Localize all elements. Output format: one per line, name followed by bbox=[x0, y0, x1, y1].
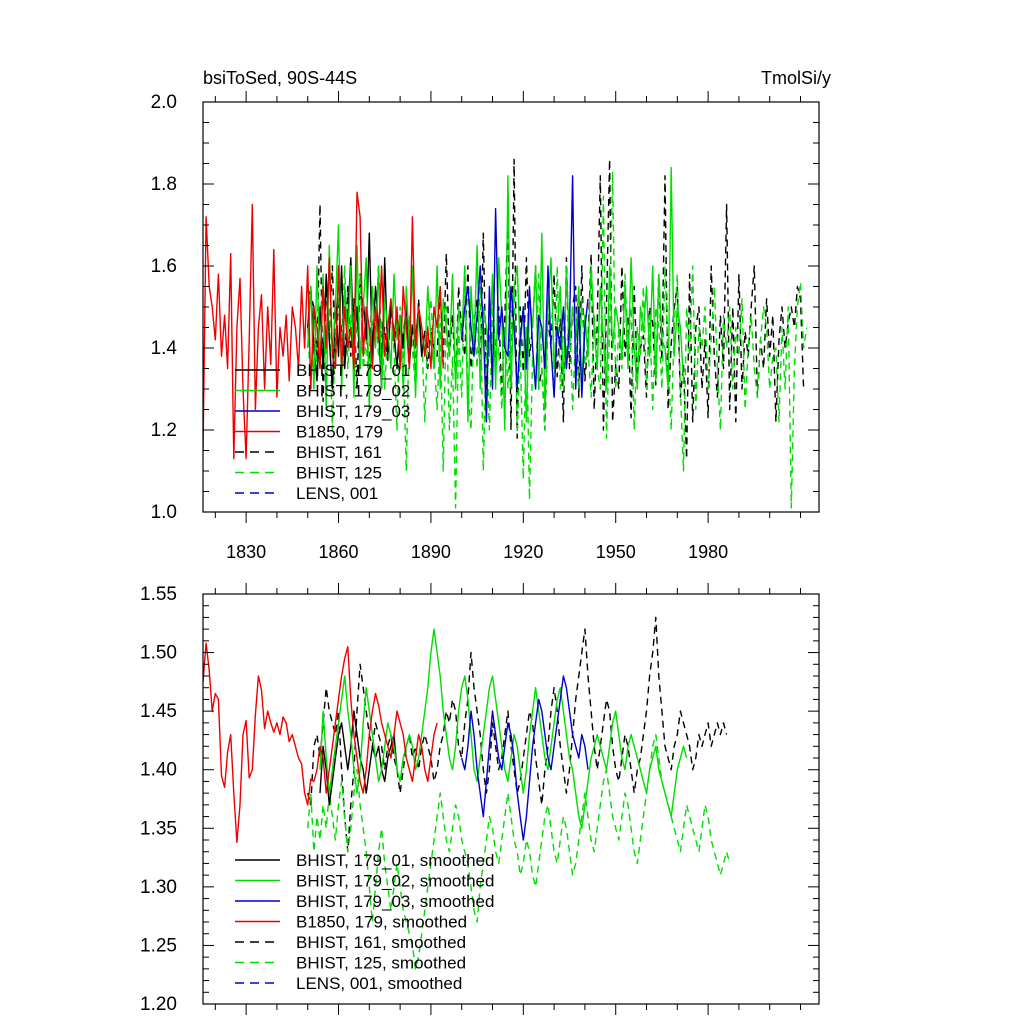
bottom-plot-frame bbox=[202, 593, 820, 1005]
top-ticks-group: 1830 1860 1890 1920 1950 1980 1.0 1.2 1.4 1.6 1.8 2… bbox=[151, 91, 819, 562]
top-series-b1850-179 bbox=[203, 191, 444, 460]
top-y-tick-label: 1.2 bbox=[151, 420, 177, 441]
bottom-y-tick-label: 1.40 bbox=[140, 760, 177, 781]
bottom-legend-label: BHIST, 161, smoothed bbox=[296, 933, 466, 952]
bottom-series-bhist-179-01-smoothed bbox=[319, 710, 398, 806]
top-series-bhist-179-03 bbox=[461, 175, 589, 423]
bottom-legend-label: BHIST, 179_01, smoothed bbox=[296, 851, 494, 870]
top-x-tick-label: 1950 bbox=[596, 542, 636, 562]
top-y-tick-label: 1.0 bbox=[151, 502, 177, 523]
top-x-tick-label: 1890 bbox=[411, 542, 451, 562]
bottom-series-bhist-179-03-smoothed bbox=[461, 675, 589, 841]
top-x-tick-label: 1860 bbox=[318, 542, 358, 562]
top-y-tick-label: 1.6 bbox=[151, 256, 177, 277]
top-x-tick-label: 1980 bbox=[688, 542, 728, 562]
top-title-right: TmolSi/y bbox=[761, 68, 831, 88]
bottom-series-bhist-161-smoothed bbox=[307, 616, 728, 853]
top-title-left: bsiToSed, 90S-44S bbox=[203, 68, 357, 88]
top-legend-label: BHIST, 179_02 bbox=[296, 382, 410, 401]
bottom-ticks-group: 1.20 1.25 1.30 1.35 1.40 1.45 1.50 1.55 bbox=[140, 583, 819, 1015]
bottom-legend-label: BHIST, 179_03, smoothed bbox=[296, 892, 494, 911]
bottom-series-b1850-179-smoothed bbox=[203, 642, 438, 843]
bottom-legend-label: B1850, 179, smoothed bbox=[296, 913, 467, 932]
bottom-y-tick-label: 1.25 bbox=[140, 935, 177, 956]
bottom-panel: 1.20 1.25 1.30 1.35 1.40 1.45 1.50 1.55 BHIST, … bbox=[140, 583, 820, 1015]
bottom-y-tick-label: 1.20 bbox=[140, 994, 177, 1015]
top-y-tick-label: 1.8 bbox=[151, 174, 177, 195]
bottom-y-tick-label: 1.55 bbox=[140, 584, 177, 605]
bottom-y-tick-label: 1.30 bbox=[140, 877, 177, 898]
bottom-y-tick-label: 1.35 bbox=[140, 818, 177, 839]
top-series-group bbox=[203, 158, 808, 509]
bottom-legend-label: BHIST, 179_02, smoothed bbox=[296, 872, 494, 891]
top-legend-label: BHIST, 179_01 bbox=[296, 361, 410, 380]
top-plot-frame bbox=[202, 101, 820, 513]
bottom-y-tick-label: 1.45 bbox=[140, 701, 177, 722]
bottom-legend: BHIST, 179_01, smoothed BHIST, 179_02, sm… bbox=[235, 851, 494, 993]
top-y-tick-label: 1.4 bbox=[151, 338, 178, 359]
bottom-legend-label: BHIST, 125, smoothed bbox=[296, 954, 466, 973]
top-legend-label: BHIST, 161 bbox=[296, 443, 382, 462]
top-x-tick-label: 1830 bbox=[226, 542, 266, 562]
top-panel: bsiToSed, 90S-44S TmolSi/y 1830 1860 1890 1… bbox=[151, 68, 831, 562]
top-x-tick-label: 1920 bbox=[503, 542, 543, 562]
bottom-series-bhist-125-smoothed bbox=[307, 733, 731, 970]
top-legend-label: B1850, 179 bbox=[296, 423, 383, 442]
top-legend-label: LENS, 001 bbox=[296, 484, 378, 503]
top-series-bhist-179-02 bbox=[307, 166, 685, 431]
top-legend-label: BHIST, 125 bbox=[296, 464, 382, 483]
top-legend-label: BHIST, 179_03 bbox=[296, 402, 410, 421]
bottom-y-tick-label: 1.50 bbox=[140, 643, 177, 664]
bottom-legend-label: LENS, 001, smoothed bbox=[296, 974, 462, 993]
top-y-tick-label: 2.0 bbox=[151, 92, 177, 113]
bottom-series-group bbox=[203, 616, 731, 970]
